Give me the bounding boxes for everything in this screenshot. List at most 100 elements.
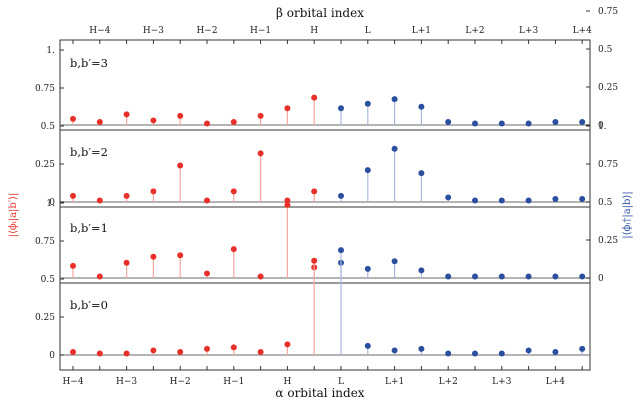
y-tick-label-left: 0.25 [35, 313, 55, 323]
data-point [284, 202, 291, 209]
x-tick-label-top: H−3 [143, 26, 164, 36]
data-point [96, 118, 103, 125]
data-point [204, 270, 210, 277]
y-tick-label-right: 0.5 [598, 198, 613, 208]
panel: b,b′=1 [60, 202, 590, 280]
data-point [204, 120, 210, 127]
data-point [338, 105, 344, 112]
top-axis-title: β orbital index [276, 6, 364, 20]
data-point [472, 273, 478, 280]
y-tick-label-left: 1. [46, 199, 55, 209]
y-tick-label-right: 0.25 [598, 236, 618, 246]
y-tick-label-right: 0.75 [598, 160, 618, 170]
data-point [177, 348, 184, 355]
x-tick-label-top: H [310, 26, 318, 36]
data-point [579, 195, 586, 202]
data-point [257, 150, 264, 157]
x-tick-label-top: H−2 [196, 26, 217, 36]
y-tick-label-left: 0.75 [35, 84, 55, 94]
panel: b,b′=3 [60, 56, 590, 127]
data-point [498, 120, 505, 127]
data-point [525, 347, 532, 354]
data-point [123, 350, 130, 357]
data-point [579, 273, 586, 280]
data-point [311, 94, 318, 101]
data-point [230, 118, 237, 125]
data-point [552, 273, 559, 280]
x-tick-label-bottom: L [338, 377, 344, 387]
data-point [364, 167, 371, 174]
data-point [445, 118, 452, 125]
data-point [177, 162, 184, 169]
data-point [150, 347, 157, 354]
y-tick-label-right: 0.25 [598, 83, 618, 93]
x-tick-label-top: L+1 [412, 26, 431, 36]
x-tick-label-top: L+2 [465, 26, 484, 36]
data-point [525, 120, 532, 127]
data-point [257, 348, 264, 355]
x-tick-label-top: L+4 [573, 26, 593, 36]
x-tick-label-bottom: H−1 [223, 377, 244, 387]
x-tick-label-top: H−4 [89, 26, 110, 36]
data-point [364, 265, 371, 272]
data-point [472, 197, 478, 204]
data-point [445, 194, 452, 201]
data-point [284, 105, 291, 112]
x-tick-label-top: H−1 [250, 26, 271, 36]
data-point [230, 344, 237, 351]
data-point [579, 118, 586, 125]
data-point [177, 252, 184, 259]
data-point [230, 188, 237, 195]
data-point [472, 120, 478, 127]
x-tick-label-bottom: L+4 [546, 377, 566, 387]
y-tick-label-left: 0.75 [35, 237, 55, 247]
data-point [472, 350, 478, 357]
data-point [338, 247, 344, 254]
data-point [70, 115, 76, 122]
data-point [391, 145, 398, 152]
data-point [579, 345, 586, 352]
data-point [311, 188, 318, 195]
data-point [418, 170, 425, 177]
panel-label: b,b′=1 [70, 221, 108, 235]
data-point [311, 257, 318, 264]
y-tick-label-right: 1. [598, 122, 607, 132]
x-tick-label-top: L+3 [519, 26, 539, 36]
data-point [177, 112, 184, 119]
y-tick-label-right: 0.5 [598, 45, 613, 55]
data-point [96, 350, 103, 357]
y-tick-label-right: 0.75 [598, 7, 618, 17]
data-point [525, 273, 532, 280]
panel: b,b′=2 [60, 145, 590, 204]
panel: b,b′=0 [60, 247, 590, 357]
data-point [418, 103, 425, 110]
y-tick-label-left: 0 [49, 198, 55, 208]
data-point [70, 192, 76, 199]
data-point [498, 350, 505, 357]
data-point [150, 117, 157, 124]
data-point [552, 118, 559, 125]
left-y-axis-label: |⟨ϕᵢ|a|b′⟩| [8, 193, 19, 238]
data-point [364, 100, 371, 107]
bottom-axis-title: α orbital index [275, 386, 364, 400]
data-point [70, 348, 76, 355]
data-point [150, 253, 157, 260]
data-point [96, 197, 103, 204]
y-tick-label-left: 1. [46, 46, 55, 56]
data-point [498, 197, 505, 204]
data-point [418, 345, 425, 352]
x-tick-label-bottom: L+2 [439, 377, 458, 387]
x-tick-label-bottom: H [283, 377, 291, 387]
y-tick-label-left: 0 [49, 351, 55, 361]
x-tick-label-bottom: H−2 [170, 377, 191, 387]
axis-ticks: H−4 H−3 H−2 H−1 H L L+1 L+2 L+3 L+4 H−4 H−3 H−2 H−1 H L… [35, 7, 618, 387]
data-point [552, 195, 559, 202]
plot-frame [59, 39, 591, 371]
data-point [418, 267, 425, 274]
y-tick-label-left: 0.25 [35, 160, 55, 170]
data-point [257, 273, 264, 280]
data-point [391, 258, 398, 265]
data-point [391, 347, 398, 354]
panel-label: b,b′=2 [70, 145, 108, 159]
